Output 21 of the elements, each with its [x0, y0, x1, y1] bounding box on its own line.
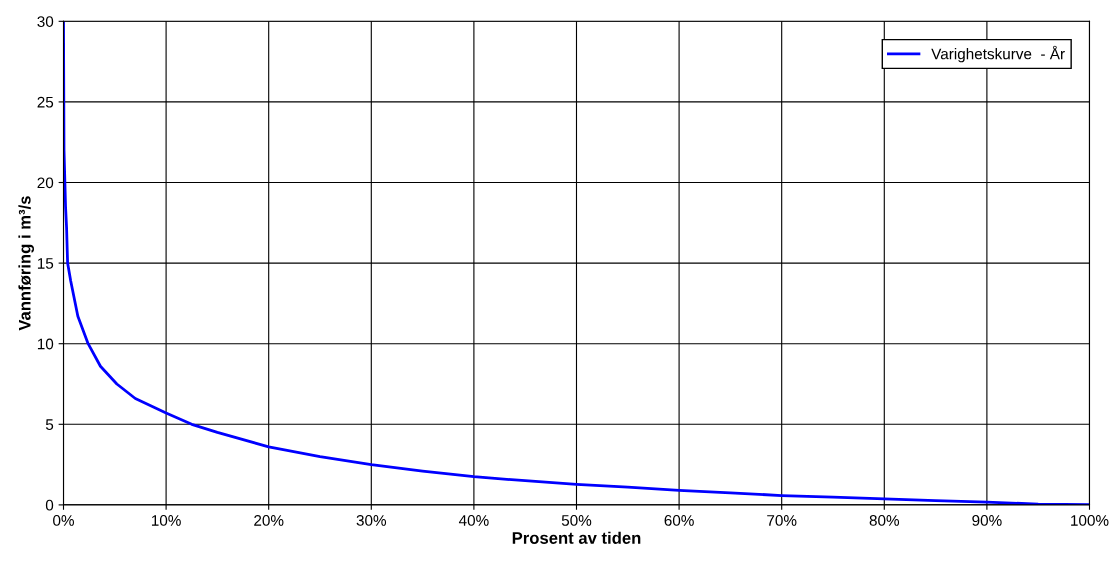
x-tick-label: 10%: [151, 515, 181, 526]
x-tick-label: 60%: [664, 515, 694, 526]
legend-label: Varighetskurve - År: [931, 45, 1065, 63]
x-tick-label: 50%: [561, 515, 592, 526]
y-tick-label: 30: [37, 16, 54, 27]
y-tick-label: 0: [45, 499, 54, 511]
x-tick-label: 90%: [972, 515, 1002, 526]
y-axis-title: Vannføring i m³/s: [18, 196, 35, 331]
y-tick-label: 20: [37, 177, 54, 189]
y-tick-label: 5: [45, 419, 54, 430]
x-tick-label: 0%: [53, 515, 74, 526]
x-axis-title: Prosent av tiden: [512, 531, 641, 544]
x-tick-label: 40%: [458, 515, 489, 526]
y-tick-label: 15: [37, 258, 54, 269]
x-tick-label: 80%: [869, 515, 900, 526]
x-tick-label: 70%: [767, 515, 797, 526]
x-tick-label: 100%: [1071, 515, 1109, 526]
y-tick-label: 25: [37, 96, 54, 108]
x-tick-label: 30%: [356, 515, 387, 526]
x-tick-label: 20%: [254, 515, 284, 526]
y-tick-label: 10: [37, 338, 54, 350]
